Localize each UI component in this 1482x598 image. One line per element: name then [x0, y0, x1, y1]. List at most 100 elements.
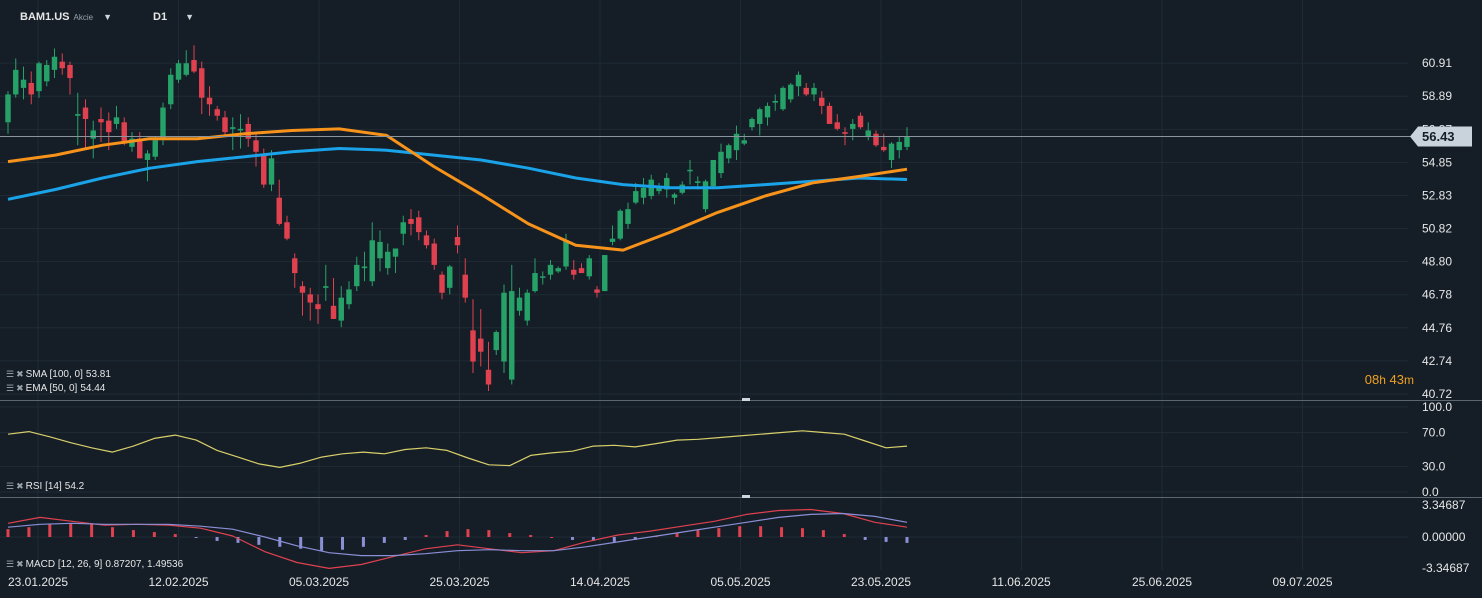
candle-up [850, 123, 856, 129]
macd-histogram-bar [424, 535, 428, 537]
timeframe-selector[interactable]: D1 ▼ [153, 11, 194, 23]
candle-up [733, 133, 740, 151]
candle-up [509, 291, 515, 380]
candle-down [803, 87, 809, 95]
last-price-tag [1410, 126, 1472, 147]
candle-up [640, 187, 647, 198]
symbol-selector[interactable]: BAM1.US Akcie ▼ [20, 11, 112, 23]
macd-histogram-bar [508, 533, 512, 537]
macd-histogram-bar [215, 537, 219, 541]
candle-down [28, 82, 34, 95]
candle-up [113, 117, 120, 124]
candle-up [392, 248, 399, 257]
candle-up [129, 138, 135, 147]
macd-line [7, 508, 908, 570]
macd-histogram-bar [821, 530, 825, 537]
macd-histogram-bar [717, 528, 721, 537]
x-tick-label: 09.07.2025 [1273, 575, 1333, 589]
candle-up [400, 222, 406, 234]
rsi-legend: ☰ ✖ RSI [14] 54.2 [6, 481, 84, 492]
candle-up [764, 105, 771, 118]
macd-signal-line [7, 512, 908, 557]
macd-value: 0.87207, 1.49536 [105, 559, 184, 570]
candle-up [354, 264, 360, 287]
settings-icon[interactable]: ☰ [6, 369, 14, 379]
macd-histogram-bar [194, 537, 198, 538]
candle-down [834, 122, 840, 129]
macd-histogram-bar [612, 537, 616, 542]
macd-histogram-bar [236, 537, 240, 543]
macd-histogram-bar [738, 526, 742, 537]
close-icon[interactable]: ✖ [16, 559, 23, 569]
candle-up [695, 181, 701, 183]
macd-histogram-bar [299, 537, 303, 549]
candle-up [547, 264, 554, 275]
candle-up [516, 297, 523, 311]
candle-up [741, 140, 747, 144]
candle-down [330, 305, 337, 319]
candle-up [609, 238, 616, 242]
candle-up [385, 251, 391, 269]
macd-y-tick-label: 3.34687 [1422, 498, 1466, 512]
countdown-minutes: 43 [1389, 372, 1404, 387]
candle-down [245, 123, 251, 139]
close-icon[interactable]: ✖ [16, 383, 23, 393]
candle-up [757, 109, 763, 124]
countdown-minutes-unit: m [1404, 373, 1414, 387]
candle-up [230, 127, 236, 129]
close-icon[interactable]: ✖ [16, 481, 23, 491]
macd-y-tick-label: 0.00000 [1422, 530, 1466, 544]
candle-up [51, 56, 58, 70]
candle-up [617, 210, 623, 239]
candle-up [168, 74, 174, 105]
rsi-value: 54.2 [64, 481, 85, 492]
y-tick-label: 54.85 [1422, 155, 1452, 169]
close-icon[interactable]: ✖ [16, 369, 23, 379]
candle-down [106, 120, 112, 133]
macd-histogram-bar [529, 535, 533, 537]
candle-down [67, 64, 73, 79]
settings-icon[interactable]: ☰ [6, 559, 14, 569]
macd-histogram-bar [696, 530, 700, 537]
candle-up [563, 240, 569, 267]
macd-histogram-bar [111, 527, 115, 537]
candle-down [299, 286, 306, 293]
macd-histogram-bar [800, 528, 804, 537]
candle-up [36, 63, 42, 92]
macd-label: MACD [12, 26, 9] [25, 559, 103, 570]
candle-down [478, 338, 484, 352]
rsi-y-tick-label: 70.0 [1422, 426, 1446, 440]
sma-value: 53.81 [85, 369, 111, 380]
candle-up [555, 268, 561, 272]
candle-up [811, 87, 817, 95]
candle-down [819, 97, 825, 106]
candle-down [881, 146, 887, 151]
settings-icon[interactable]: ☰ [6, 383, 14, 393]
candle-up [772, 100, 778, 103]
macd-histogram-bar [445, 531, 449, 537]
settings-icon[interactable]: ☰ [6, 481, 14, 491]
ema-line [7, 127, 908, 252]
candle-up [237, 128, 244, 131]
timeframe-label: D1 [153, 11, 168, 23]
ema-label: EMA [50, 0] [25, 383, 78, 394]
candle-up [726, 145, 732, 159]
x-tick-label: 25.06.2025 [1132, 575, 1192, 589]
candle-up [447, 266, 453, 288]
rsi-line [7, 430, 908, 468]
macd-histogram-bar [863, 537, 867, 540]
macd-legend: ☰ ✖ MACD [12, 26, 9] 0.87207, 1.49536 [6, 559, 183, 570]
candle-up [90, 130, 96, 139]
macd-histogram-bar [173, 534, 177, 537]
x-tick-label: 05.03.2025 [289, 575, 349, 589]
candle-up [780, 87, 786, 110]
ema-value: 54.44 [80, 383, 106, 394]
candle-down [59, 61, 65, 69]
sma-legend: ☰ ✖ SMA [100, 0] 53.81 [6, 369, 111, 380]
candle-up [865, 130, 871, 138]
candle-down [431, 243, 437, 265]
candle-up [175, 63, 182, 80]
countdown-hours-unit: h [1379, 373, 1386, 387]
candle-up [5, 94, 11, 123]
